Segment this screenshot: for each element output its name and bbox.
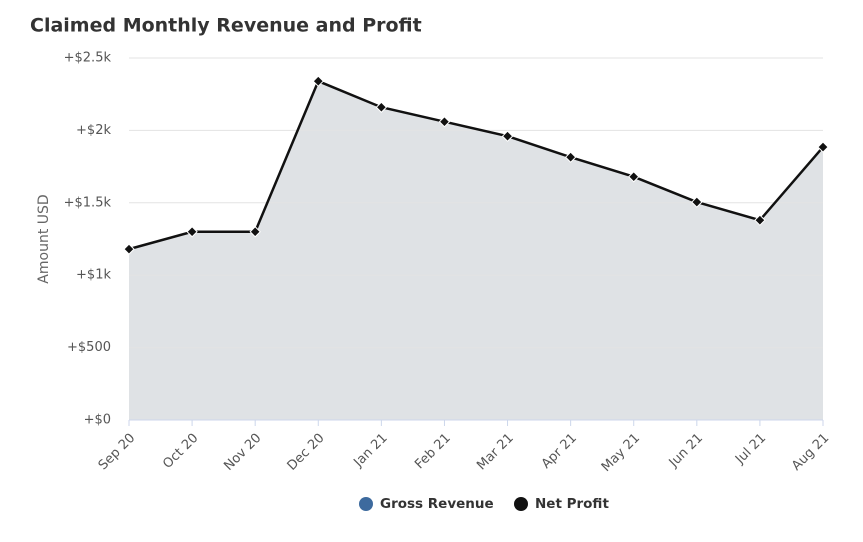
chart-title: Claimed Monthly Revenue and Profit bbox=[30, 15, 422, 37]
y-tick-label: +$1k bbox=[76, 268, 111, 283]
legend-symbol bbox=[359, 497, 373, 511]
point bbox=[501, 130, 514, 142]
y-tick-label: +$2.5k bbox=[64, 51, 112, 66]
y-axis-label: Amount USD bbox=[36, 194, 52, 283]
y-tick-label: +$500 bbox=[67, 340, 111, 355]
legend-label: Gross Revenue bbox=[380, 496, 494, 512]
x-tick-label: Feb 21 bbox=[412, 431, 454, 473]
y-tick-label: +$2k bbox=[76, 123, 111, 138]
x-tick-label: Nov 20 bbox=[221, 431, 264, 474]
point bbox=[312, 75, 324, 87]
point bbox=[628, 171, 640, 183]
point bbox=[691, 196, 703, 208]
point bbox=[249, 226, 261, 238]
x-tick-label: Sep 20 bbox=[96, 431, 139, 474]
y-tick-label: +$1.5k bbox=[64, 195, 112, 210]
x-tick-label: Jan 21 bbox=[351, 431, 391, 471]
point bbox=[754, 214, 766, 226]
x-tick-label: Mar 21 bbox=[474, 431, 517, 474]
x-tick-label: Dec 20 bbox=[285, 431, 328, 474]
point bbox=[438, 116, 451, 128]
x-tick-label: Oct 20 bbox=[160, 431, 201, 472]
point bbox=[123, 243, 135, 255]
point bbox=[817, 141, 829, 153]
area bbox=[129, 81, 823, 420]
legend-label: Net Profit bbox=[535, 496, 609, 512]
x-tick-label: Apr 21 bbox=[539, 431, 580, 472]
x-tick-label: May 21 bbox=[599, 431, 643, 475]
point bbox=[375, 101, 388, 113]
x-tick-label: Jun 21 bbox=[666, 431, 706, 471]
line bbox=[128, 79, 824, 251]
y-tick-label: +$0 bbox=[84, 413, 111, 428]
legend-symbol bbox=[514, 497, 528, 511]
point bbox=[186, 226, 198, 238]
x-tick-label: Aug 21 bbox=[789, 431, 832, 474]
point bbox=[564, 151, 577, 163]
x-tick-label: Jul 21 bbox=[732, 431, 769, 468]
